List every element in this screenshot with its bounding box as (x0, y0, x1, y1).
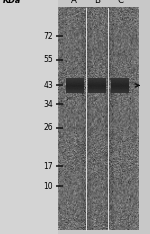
Text: B: B (94, 0, 100, 5)
Text: 26: 26 (44, 123, 53, 132)
Text: 55: 55 (44, 55, 53, 64)
Text: KDa: KDa (3, 0, 21, 5)
Bar (0, 0, 58, 234)
Text: 43: 43 (44, 81, 53, 90)
Text: 10: 10 (44, 182, 53, 190)
Text: 17: 17 (44, 162, 53, 171)
Text: 34: 34 (44, 100, 53, 109)
Text: 72: 72 (44, 32, 53, 41)
Text: C: C (117, 0, 123, 5)
Text: A: A (71, 0, 77, 5)
